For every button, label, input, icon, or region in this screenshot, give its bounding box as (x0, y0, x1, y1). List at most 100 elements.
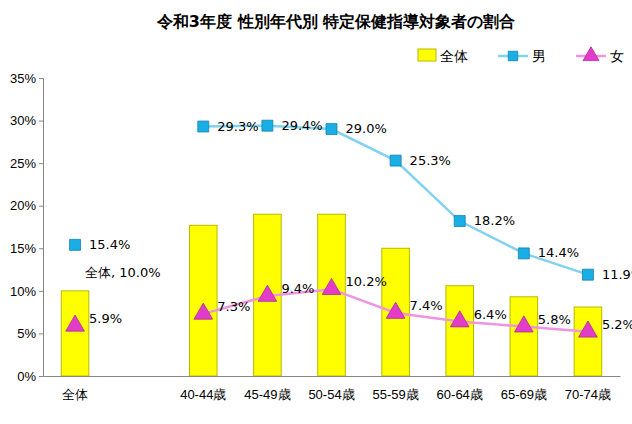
bar (318, 214, 346, 376)
y-tick: 30% (10, 113, 43, 128)
legend-label: 全体 (440, 48, 468, 64)
marker (66, 315, 85, 331)
legend-item: 全体 (418, 48, 468, 64)
y-tick-label: 30% (10, 113, 36, 128)
marker (262, 120, 273, 131)
bar (510, 297, 538, 376)
x-tick: 65-69歳 (501, 376, 547, 402)
y-tick: 0% (17, 369, 43, 384)
legend-marker (508, 51, 517, 60)
x-tick-label: 50-54歳 (308, 387, 354, 402)
y-tick-label: 10% (10, 284, 36, 299)
data-label: 14.4% (538, 245, 579, 260)
y-tick-label: 25% (10, 156, 36, 171)
legend: 全体 男 女 (418, 47, 624, 64)
marker (198, 121, 209, 132)
y-tick-mark (39, 121, 43, 122)
data-label: 9.4% (281, 281, 314, 296)
y-tick-mark (39, 163, 43, 164)
data-label: 25.3% (410, 153, 451, 168)
y-tick-label: 35% (10, 71, 36, 86)
marker (194, 303, 213, 319)
data-label: 29.0% (346, 121, 387, 136)
bar (382, 248, 410, 376)
marker (70, 239, 81, 250)
y-tick: 20% (10, 198, 43, 213)
marker (390, 155, 401, 166)
y-tick: 15% (10, 241, 43, 256)
legend-label: 男 (532, 48, 546, 64)
y-tick-label: 5% (17, 326, 36, 341)
legend-item: 女 (576, 47, 624, 64)
line (75, 126, 588, 275)
data-label: 29.4% (281, 118, 322, 133)
y-tick-mark (39, 78, 43, 79)
bar (61, 291, 89, 376)
x-tick-label: 40-44歳 (180, 387, 226, 402)
data-label: 5.2% (602, 317, 632, 332)
x-tick-label: 全体 (62, 387, 88, 402)
data-label: 6.4% (474, 307, 507, 322)
data-label: 5.9% (89, 311, 122, 326)
x-tick: 45-49歳 (244, 376, 290, 402)
marks (61, 120, 601, 376)
x-tick: 60-64歳 (437, 376, 483, 402)
data-label: 18.2% (474, 213, 515, 228)
line (75, 289, 588, 332)
legend-swatch (418, 49, 436, 61)
y-tick: 5% (17, 326, 43, 341)
data-label: 7.3% (217, 299, 250, 314)
y-tick: 35% (10, 71, 43, 86)
data-label: 10.2% (346, 274, 387, 289)
x-axis-line (44, 376, 621, 377)
title: 令和3年度 性別年代別 特定保健指導対象者の割合 (156, 12, 515, 31)
bar (446, 286, 474, 376)
y-axis: 0% 5% 10% 15% 20% 25% 30% 35% (10, 71, 44, 384)
x-axis: 全体 40-44歳 45-49歳 50-54歳 55-59歳 60-64歳 65-69歳 70… (44, 376, 621, 402)
marker (322, 278, 341, 294)
x-tick: 55-59歳 (372, 376, 418, 402)
marker (582, 269, 593, 280)
y-tick-label: 15% (10, 241, 36, 256)
marker (450, 311, 469, 327)
chart: 令和3年度 性別年代別 特定保健指導対象者の割合 0% 5% 10% 15% 20% 25%… (0, 0, 632, 424)
data-label: 15.4% (89, 237, 130, 252)
y-tick-mark (39, 291, 43, 292)
y-tick-label: 0% (17, 369, 36, 384)
data-labels: 全体, 10.0% 15.4% 29.3% 29.4% 29.0% 25.3% 18.2% 1… (85, 118, 632, 332)
bar (574, 307, 602, 376)
y-axis-line (39, 79, 44, 377)
y-tick: 25% (10, 156, 43, 171)
legend-label: 女 (610, 48, 624, 64)
x-tick: 50-54歳 (308, 376, 354, 402)
y-tick-mark (39, 248, 43, 249)
data-label: 29.3% (217, 119, 258, 134)
x-tick-label: 55-59歳 (372, 387, 418, 402)
marker (326, 124, 337, 135)
y-tick: 10% (10, 284, 43, 299)
bar (189, 225, 217, 376)
legend-item: 男 (498, 48, 546, 64)
marker (454, 216, 465, 227)
x-tick-label: 70-74歳 (565, 387, 611, 402)
data-label: 5.8% (538, 312, 571, 327)
legend-marker (583, 47, 599, 61)
marker (518, 248, 529, 259)
x-tick: 全体 (62, 376, 88, 402)
marker (258, 285, 277, 301)
x-tick-label: 65-69歳 (501, 387, 547, 402)
x-tick-label: 60-64歳 (437, 387, 483, 402)
marker (386, 302, 405, 318)
data-label: 全体, 10.0% (85, 265, 161, 280)
y-tick-mark (39, 376, 43, 377)
marker (579, 321, 598, 337)
y-tick-mark (39, 333, 43, 334)
y-tick-label: 20% (10, 198, 36, 213)
x-tick: 70-74歳 (565, 376, 611, 402)
y-tick-mark (39, 206, 43, 207)
x-tick: 40-44歳 (180, 376, 226, 402)
marker (515, 316, 534, 332)
data-label: 11.9% (602, 267, 632, 282)
x-tick-label: 45-49歳 (244, 387, 290, 402)
data-label: 7.4% (410, 298, 443, 313)
